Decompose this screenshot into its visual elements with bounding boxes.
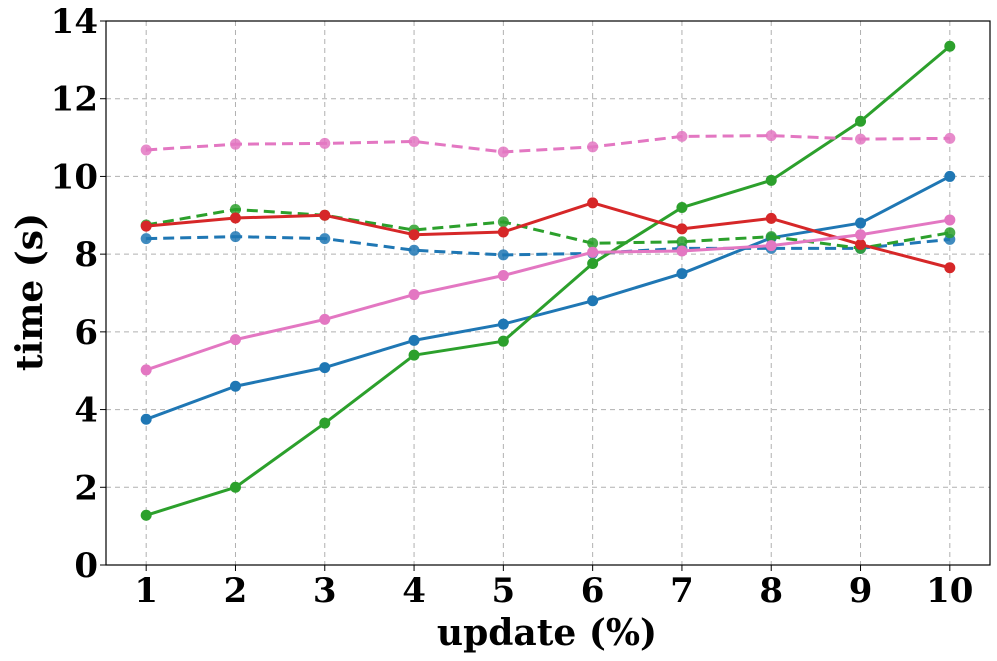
x-tick-label: 7: [670, 571, 694, 611]
data-point: [855, 217, 867, 229]
x-tick-label: 4: [402, 571, 426, 611]
data-point: [765, 130, 777, 142]
data-point: [408, 135, 420, 147]
data-point: [497, 226, 509, 238]
data-point: [765, 174, 777, 186]
data-point: [676, 223, 688, 235]
data-point: [676, 130, 688, 142]
x-tick-label: 8: [759, 571, 783, 611]
data-point: [676, 245, 688, 257]
y-tick-label: 10: [51, 157, 98, 197]
data-point: [140, 233, 152, 245]
series-line: [146, 235, 950, 257]
data-point: [855, 115, 867, 127]
x-tick-labels: 1 2 3 4 5 6 7 8 9 10: [134, 571, 973, 611]
data-point: [140, 144, 152, 156]
y-tick-label: 14: [51, 2, 98, 42]
data-point: [497, 318, 509, 330]
y-tick-label: 6: [74, 313, 98, 353]
x-tick-label: 10: [926, 571, 973, 611]
data-point: [676, 236, 688, 248]
x-tick-label: 1: [134, 571, 158, 611]
series-line: [146, 134, 950, 154]
data-point: [765, 212, 777, 224]
series-line: [145, 45, 951, 517]
x-axis-label: update (%): [437, 612, 657, 654]
series-0: [140, 170, 956, 425]
x-tick-label: 9: [849, 571, 873, 611]
data-point: [944, 40, 956, 52]
y-tick-label: 8: [74, 235, 98, 275]
series-line: [145, 218, 951, 372]
data-point: [319, 417, 331, 429]
y-tick-label: 12: [51, 80, 98, 120]
data-point: [408, 349, 420, 361]
data-point: [229, 231, 241, 243]
data-point: [319, 209, 331, 221]
data-point: [319, 362, 331, 374]
data-point: [140, 509, 152, 521]
data-point: [319, 313, 331, 325]
data-point: [944, 262, 956, 274]
data-point: [140, 364, 152, 376]
data-point: [855, 133, 867, 145]
series-2: [140, 40, 956, 521]
data-point: [229, 203, 241, 215]
data-point: [676, 268, 688, 280]
series-line: [146, 201, 951, 270]
data-point: [855, 229, 867, 241]
data-point: [944, 214, 956, 226]
plot-frame: [105, 20, 991, 566]
data-point: [944, 132, 956, 144]
data-point: [408, 229, 420, 241]
data-point: [229, 138, 241, 150]
y-axis-label: time (s): [9, 213, 51, 371]
data-point: [229, 380, 241, 392]
data-point: [319, 233, 331, 245]
data-point: [497, 249, 509, 261]
data-point: [765, 240, 777, 252]
data-point: [855, 238, 867, 250]
data-point: [408, 289, 420, 301]
y-tick-label: 2: [74, 468, 98, 508]
data-point: [587, 295, 599, 307]
data-point: [229, 212, 241, 224]
data-point: [676, 202, 688, 214]
y-tick-labels: 0 2 4 6 8 10 12 14: [51, 2, 98, 586]
data-point: [765, 231, 777, 243]
x-tick-label: 2: [224, 571, 248, 611]
x-tick-label: 6: [581, 571, 605, 611]
y-tick-label: 4: [74, 391, 98, 431]
data-point: [497, 146, 509, 158]
data-point: [497, 270, 509, 282]
data-point: [587, 237, 599, 249]
data-point: [408, 334, 420, 346]
data-point: [140, 220, 152, 232]
y-tick-label: 0: [74, 546, 98, 586]
x-tick-label: 5: [492, 571, 516, 611]
x-tick-label: 3: [313, 571, 337, 611]
series-6: [140, 130, 956, 158]
data-point: [229, 481, 241, 493]
data-point: [587, 197, 599, 209]
data-point: [944, 227, 956, 239]
data-point: [140, 413, 152, 425]
series-group: [140, 40, 956, 521]
series-4: [140, 197, 956, 274]
data-point: [587, 257, 599, 269]
data-point: [587, 246, 599, 258]
data-point: [408, 244, 420, 256]
data-point: [497, 335, 509, 347]
data-point: [587, 141, 599, 153]
data-point: [319, 137, 331, 149]
data-point: [944, 170, 956, 182]
data-point: [229, 334, 241, 346]
series-5: [140, 214, 956, 376]
data-point: [497, 216, 509, 228]
